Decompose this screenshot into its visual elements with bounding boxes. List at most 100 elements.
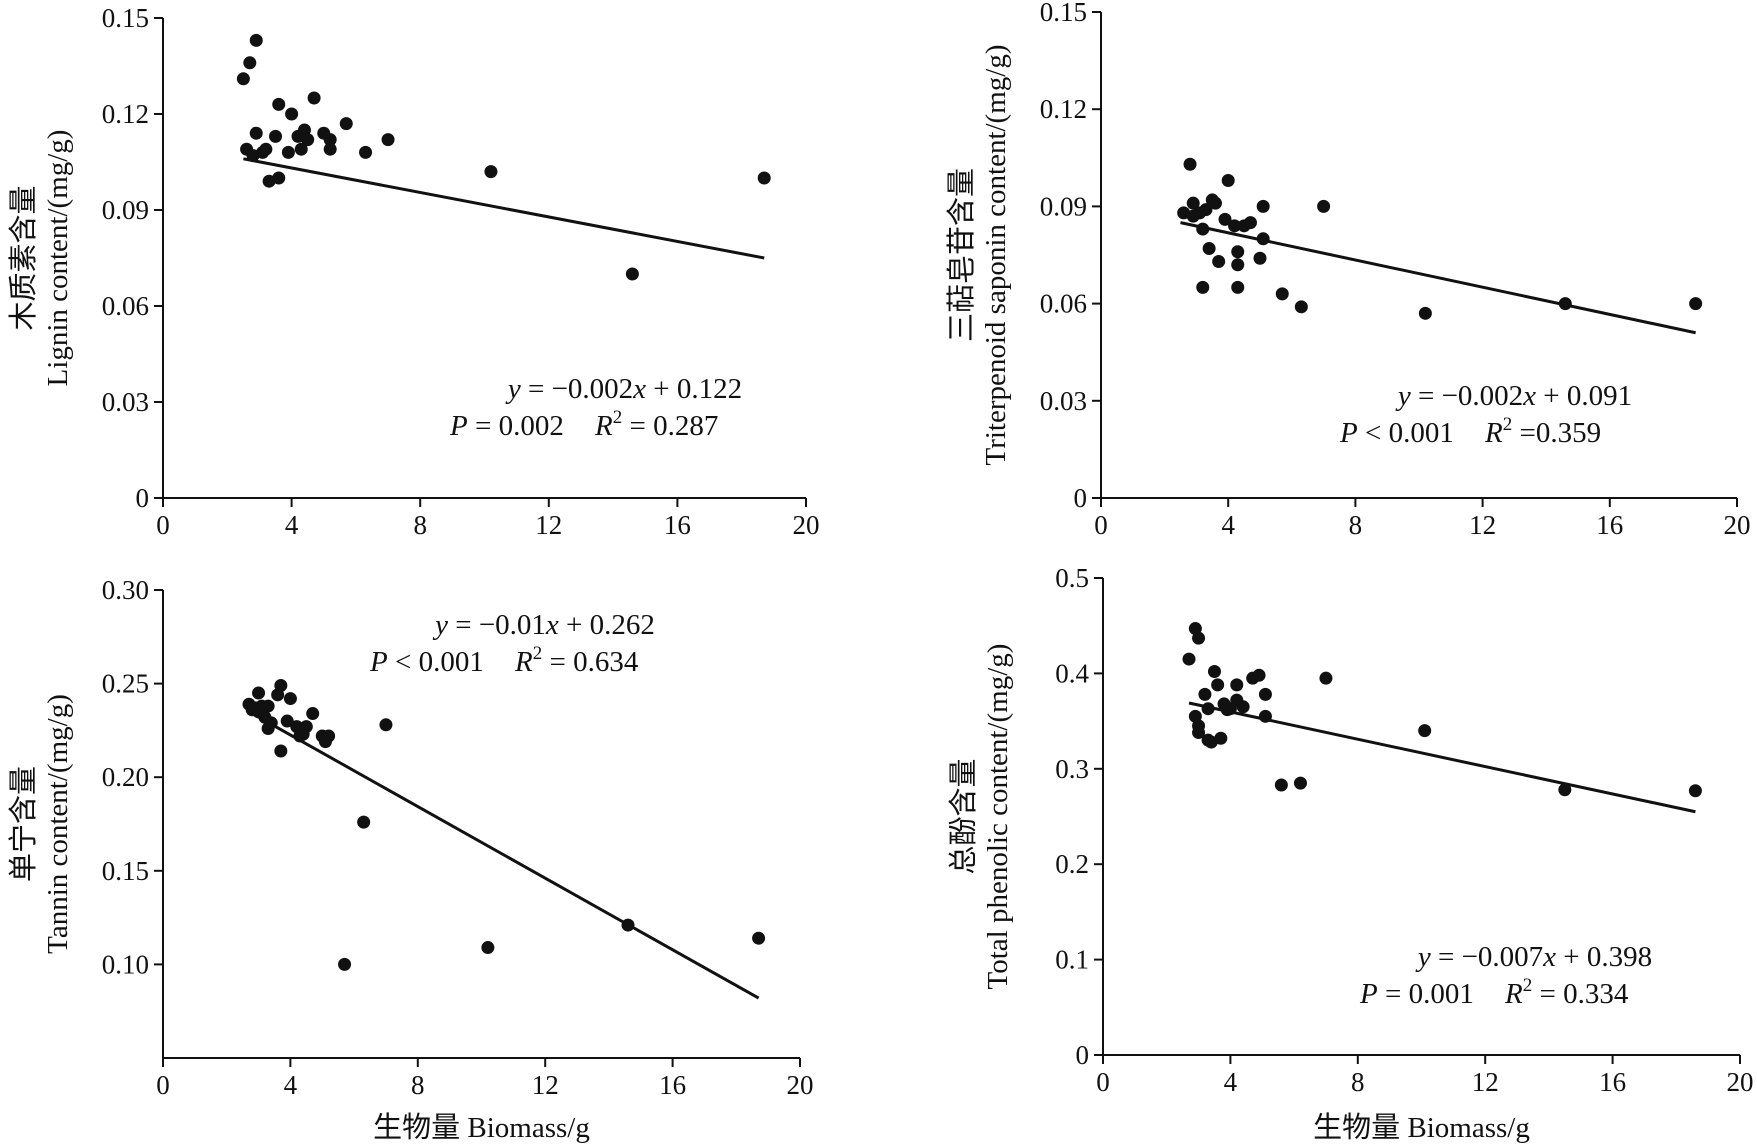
data-point [338, 957, 352, 971]
data-point [1186, 196, 1200, 210]
data-point [243, 56, 257, 70]
data-point [1192, 631, 1206, 645]
y-tick-label: 0.03 [102, 387, 149, 417]
data-point [484, 165, 498, 179]
data-point [322, 729, 336, 743]
x-tick-label: 20 [793, 510, 820, 540]
y-tick-label: 0.06 [1040, 289, 1087, 319]
data-point [1231, 258, 1245, 272]
x-tick-label: 0 [1094, 510, 1108, 540]
y-tick-label: 0.4 [1055, 658, 1089, 688]
regression-equation: y = −0.01x + 0.262 [432, 609, 655, 641]
x-tick-label: 8 [1351, 1067, 1365, 1097]
y-tick-label: 0.25 [102, 669, 149, 699]
y-axis-title-cn: 三萜皂苷含量 [945, 168, 978, 342]
data-point [625, 267, 639, 281]
x-tick-label: 4 [1224, 1067, 1238, 1097]
data-point [272, 171, 286, 185]
data-point [1689, 297, 1703, 311]
data-point [1228, 219, 1242, 233]
y-tick-label: 0.1 [1055, 945, 1089, 975]
data-point [1252, 668, 1266, 682]
y-tick-label: 0.3 [1055, 754, 1089, 784]
data-point [259, 142, 273, 156]
data-point [264, 716, 278, 730]
x-tick-label: 20 [1727, 1067, 1754, 1097]
data-point [261, 699, 275, 713]
data-point [1253, 251, 1267, 265]
data-point [1231, 280, 1245, 294]
y-tick-label: 0.30 [102, 575, 149, 605]
data-point [1317, 199, 1331, 213]
data-point [269, 129, 283, 143]
y-tick-label: 0.15 [1040, 0, 1087, 27]
data-point [1274, 778, 1288, 792]
data-point [1243, 216, 1257, 230]
data-point [1218, 212, 1232, 226]
regression-line [1188, 701, 1696, 814]
r-squared: R2 =0.359 [1484, 414, 1601, 449]
data-point [1201, 702, 1215, 716]
data-point [307, 91, 321, 105]
data-point [272, 97, 286, 111]
panel-lignin: 0 4 8 12 16 20 0 0.03 0.06 0.09 0.12 0.15 木质素含量 Ligni… [7, 3, 820, 540]
x-tick-label: 4 [1221, 510, 1235, 540]
panel-saponin: 0 4 8 12 16 20 0 0.03 0.06 0.09 0.12 0.15 三萜皂苷含量 Trit… [945, 0, 1751, 540]
data-point [757, 171, 771, 185]
y-tick-label: 0.15 [102, 856, 149, 886]
y-tick-label: 0.15 [102, 3, 149, 33]
y-tick-label: 0.12 [102, 99, 149, 129]
x-tick-label: 0 [156, 1070, 170, 1100]
regression-equation: y = −0.002x + 0.091 [1395, 380, 1632, 412]
x-tick-label: 16 [659, 1070, 686, 1100]
data-point [301, 133, 315, 147]
data-point [1418, 306, 1432, 320]
data-point [357, 815, 371, 829]
r-squared: R2 = 0.634 [514, 643, 639, 678]
data-point [306, 707, 320, 721]
y-tick-label: 0.03 [1040, 386, 1087, 416]
x-tick-label: 12 [532, 1070, 559, 1100]
regression-equation: y = −0.007x + 0.398 [1415, 941, 1652, 973]
data-point [1214, 731, 1228, 745]
data-point [1293, 776, 1307, 790]
data-point [1196, 222, 1210, 236]
x-tick-label: 12 [1472, 1067, 1499, 1097]
data-point [274, 678, 288, 692]
r-squared: R2 = 0.334 [1504, 975, 1629, 1010]
data-point [1231, 245, 1245, 259]
data-point [1256, 232, 1270, 246]
data-point [1558, 783, 1572, 797]
x-tick-label: 8 [413, 510, 427, 540]
data-point [274, 744, 288, 758]
data-point [1207, 664, 1221, 678]
x-tick-label: 12 [1469, 510, 1496, 540]
x-tick-label: 12 [535, 510, 562, 540]
data-point [294, 142, 308, 156]
data-point [1198, 687, 1212, 701]
data-point [1212, 254, 1226, 268]
data-point [381, 133, 395, 147]
data-point [299, 720, 313, 734]
data-point [249, 33, 263, 47]
panel-tannin: 0 4 8 12 16 20 0.10 0.15 0.20 0.25 0.30 单宁含量 Tannin … [7, 575, 814, 1144]
data-point [1294, 300, 1308, 314]
x-axis-title: 生物量 Biomass/g [373, 1111, 590, 1144]
y-tick-label: 0.2 [1055, 849, 1089, 879]
panel-phenolic: 0 4 8 12 16 20 0 0.1 0.2 0.3 0.4 0.5 总酚含量 Total pheno… [947, 563, 1754, 1144]
y-tick-label: 0.06 [102, 291, 149, 321]
data-point [1221, 173, 1235, 187]
data-point [280, 714, 294, 728]
p-value: P < 0.001 [369, 646, 484, 678]
y-tick-label: 0.5 [1055, 563, 1089, 593]
y-axis-title-cn: 单宁含量 [7, 766, 40, 882]
data-point [1211, 678, 1225, 692]
data-point [1208, 196, 1222, 210]
data-point [1256, 199, 1270, 213]
y-axis-title-cn: 木质素含量 [7, 185, 40, 330]
data-point [323, 133, 337, 147]
data-point [1230, 678, 1244, 692]
x-axis-title: 生物量 Biomass/g [1313, 1111, 1530, 1144]
x-tick-label: 8 [411, 1070, 425, 1100]
